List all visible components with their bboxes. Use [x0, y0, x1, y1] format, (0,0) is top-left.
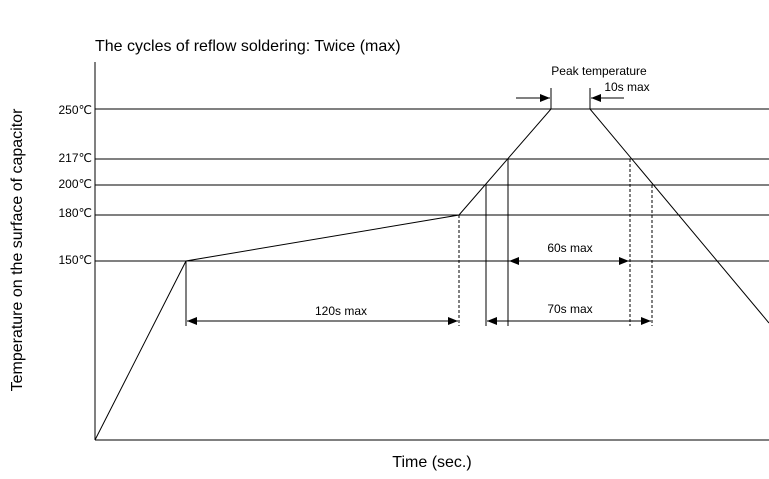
arrows: [187, 94, 651, 325]
annotation: 60s max: [547, 241, 592, 255]
level-label: 250℃: [59, 103, 93, 117]
level-label: 217℃: [59, 151, 93, 165]
title: The cycles of reflow soldering: Twice (m…: [95, 38, 401, 55]
profile-line: [94, 108, 769, 441]
annotation: Peak temperature: [551, 64, 647, 78]
level-label: 200℃: [59, 177, 93, 191]
annotation: 120s max: [315, 304, 367, 318]
y-axis-label: Temperature on the surface of capacitor: [9, 108, 26, 391]
annotation: 70s max: [547, 302, 592, 316]
annotation: 10s max: [604, 80, 649, 94]
axes: [94, 62, 769, 441]
level-label: 180℃: [59, 206, 93, 220]
x-axis-label: Time (sec.): [392, 454, 471, 471]
guide-lines: [185, 88, 653, 326]
level-lines: [95, 108, 769, 262]
level-label: 150℃: [59, 253, 93, 267]
